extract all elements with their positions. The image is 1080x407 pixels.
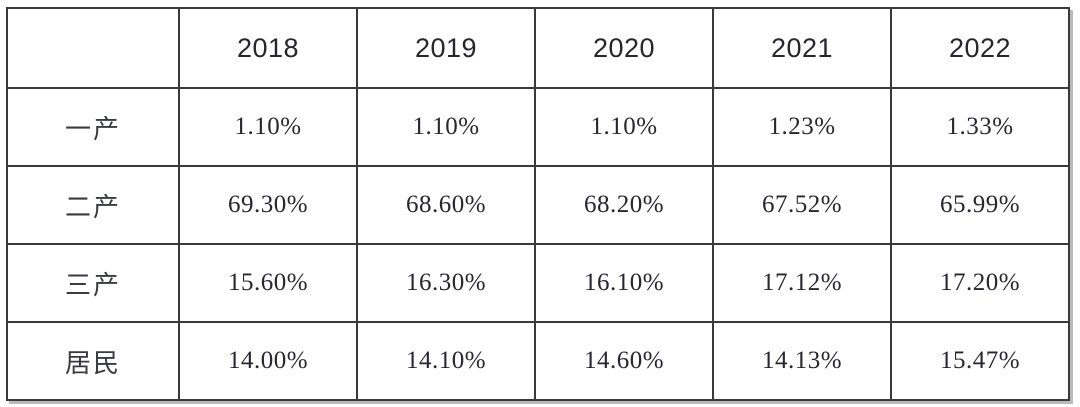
value-cell: 68.20%: [534, 165, 714, 245]
year-header-2021: 2021: [712, 7, 892, 89]
value-cell: 1.10%: [178, 87, 358, 167]
row-label: 二产: [6, 165, 180, 245]
value-cell: 15.47%: [890, 321, 1070, 401]
value-cell: 1.10%: [356, 87, 536, 167]
value-cell: 1.33%: [890, 87, 1070, 167]
row-label: 三产: [6, 243, 180, 323]
percentage-share-table: 2018 2019 2020 2021 2022 一产 1.10% 1.10% 1.10% 1.…: [6, 7, 1070, 401]
value-cell: 16.10%: [534, 243, 714, 323]
value-cell: 14.60%: [534, 321, 714, 401]
value-cell: 69.30%: [178, 165, 358, 245]
table-header: 2018 2019 2020 2021 2022: [6, 7, 1070, 89]
value-cell: 17.12%: [712, 243, 892, 323]
table-row: 三产 15.60% 16.30% 16.10% 17.12% 17.20%: [6, 243, 1070, 323]
value-cell: 67.52%: [712, 165, 892, 245]
header-row: 2018 2019 2020 2021 2022: [6, 7, 1070, 89]
value-cell: 17.20%: [890, 243, 1070, 323]
value-cell: 14.13%: [712, 321, 892, 401]
table-body: 一产 1.10% 1.10% 1.10% 1.23% 1.33% 二产 69.30% 68.60…: [6, 87, 1070, 401]
table-row: 一产 1.10% 1.10% 1.10% 1.23% 1.33%: [6, 87, 1070, 167]
value-cell: 16.30%: [356, 243, 536, 323]
corner-cell: [6, 7, 180, 89]
table-row: 二产 69.30% 68.60% 68.20% 67.52% 65.99%: [6, 165, 1070, 245]
value-cell: 68.60%: [356, 165, 536, 245]
value-cell: 15.60%: [178, 243, 358, 323]
value-cell: 14.00%: [178, 321, 358, 401]
value-cell: 1.23%: [712, 87, 892, 167]
row-label: 一产: [6, 87, 180, 167]
row-label: 居民: [6, 321, 180, 401]
table-row: 居民 14.00% 14.10% 14.60% 14.13% 15.47%: [6, 321, 1070, 401]
year-header-2019: 2019: [356, 7, 536, 89]
value-cell: 14.10%: [356, 321, 536, 401]
value-cell: 1.10%: [534, 87, 714, 167]
value-cell: 65.99%: [890, 165, 1070, 245]
year-header-2022: 2022: [890, 7, 1070, 89]
year-header-2018: 2018: [178, 7, 358, 89]
year-header-2020: 2020: [534, 7, 714, 89]
